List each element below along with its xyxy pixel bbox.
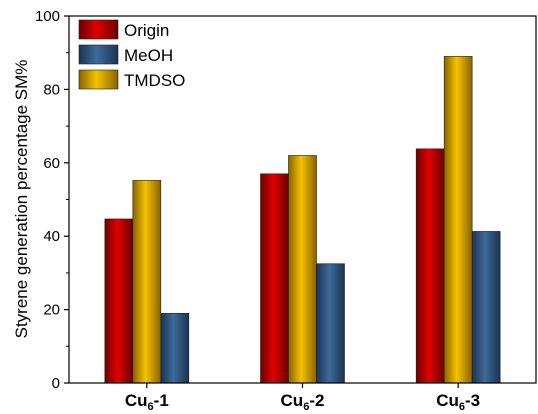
bar-meoh-3 (471, 231, 501, 384)
bar-origin-3 (415, 148, 445, 384)
bar-tmdso-3 (443, 56, 473, 384)
y-axis-title: Styrene generation percentage SM% (12, 60, 31, 339)
x-tick-label: Cu6-1 (125, 391, 169, 413)
bar-meoh-2 (316, 263, 345, 384)
bars (104, 56, 501, 384)
y-tick-label: 60 (43, 155, 60, 172)
y-tick-label: 100 (35, 8, 60, 25)
legend-swatch-meoh (78, 44, 119, 65)
bar-tmdso-1 (132, 180, 162, 384)
y-tick-label: 0 (52, 375, 60, 392)
y-tick-label: 20 (43, 302, 60, 319)
bar-origin-1 (104, 218, 134, 384)
legend-label-origin: Origin (124, 21, 169, 40)
bar-origin-2 (260, 173, 289, 384)
legend-swatch-origin (78, 19, 119, 40)
y-tick-label: 80 (43, 81, 60, 98)
legend-label-meoh: MeOH (124, 46, 173, 65)
bar-tmdso-2 (288, 155, 317, 384)
bar-meoh-1 (160, 312, 190, 384)
legend-swatch-tmdso (78, 69, 119, 90)
legend-label-tmdso: TMDSO (124, 71, 185, 90)
x-tick-label: Cu6-2 (281, 391, 325, 413)
y-tick-label: 40 (43, 228, 60, 245)
legend: Origin MeOH TMDSO (78, 19, 185, 90)
axes: 0 20 40 60 80 100 Cu6-1 Cu6-2 Cu6-3 (35, 8, 537, 413)
x-tick-label: Cu6-3 (436, 391, 480, 413)
